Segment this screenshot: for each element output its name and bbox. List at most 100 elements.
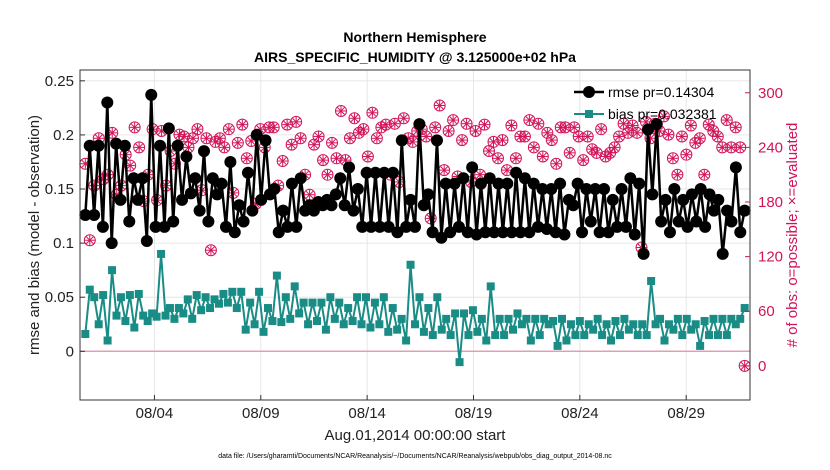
- bias-point: [161, 311, 170, 320]
- rmse-point: [400, 220, 413, 233]
- bias-point: [183, 295, 192, 304]
- rmse-point: [554, 177, 567, 190]
- bias-point: [718, 314, 727, 323]
- obs-evaluated-point: [219, 142, 230, 153]
- obs-possible-point: [240, 152, 253, 165]
- obs-evaluated-point: [84, 235, 95, 246]
- asterisk-stroke: [224, 125, 233, 134]
- rmse-point: [492, 177, 505, 190]
- bias-point: [647, 276, 656, 285]
- obs-evaluated-point: [488, 136, 499, 147]
- bias-point: [406, 260, 415, 269]
- asterisk-stroke: [180, 132, 188, 141]
- asterisk-stroke: [552, 159, 561, 168]
- obs-possible-point: [680, 148, 693, 161]
- bias-point: [709, 314, 718, 323]
- rmse-point: [650, 118, 663, 131]
- rmse-point: [580, 183, 593, 196]
- obs-evaluated-point: [201, 133, 212, 144]
- obs-evaluated-point: [443, 125, 454, 136]
- bias-point: [201, 293, 210, 302]
- obs-evaluated-point: [362, 151, 373, 162]
- rmse-point: [457, 172, 470, 185]
- bias-point: [660, 336, 669, 345]
- bias-point: [678, 331, 687, 340]
- rmse-point: [162, 122, 175, 135]
- rmse-point: [439, 177, 452, 190]
- obs-possible-point: [281, 118, 294, 131]
- rmse-point: [707, 204, 720, 217]
- rmse-point: [545, 183, 558, 196]
- asterisk-stroke: [233, 138, 242, 147]
- bias-point: [384, 327, 393, 336]
- asterisk-stroke: [512, 154, 520, 163]
- asterisk-stroke: [538, 152, 547, 161]
- bias-point: [611, 317, 620, 326]
- rmse-point: [233, 199, 246, 212]
- asterisk-stroke: [462, 119, 471, 128]
- obs-possible-point: [209, 135, 222, 148]
- obs-possible-point: [101, 168, 114, 181]
- rmse-point: [474, 177, 487, 190]
- rmse-point: [171, 139, 184, 152]
- rmse-point: [690, 215, 703, 228]
- legend-rmse-marker: [583, 86, 595, 98]
- rmse-point: [338, 199, 351, 212]
- rmse-point: [154, 139, 167, 152]
- asterisk-stroke: [740, 361, 749, 370]
- bias-point: [526, 336, 535, 345]
- asterisk-stroke: [126, 161, 135, 170]
- rmse-point: [285, 177, 298, 190]
- obs-evaluated-point: [591, 147, 602, 158]
- rmse-point: [369, 166, 382, 179]
- asterisk-stroke: [731, 123, 740, 132]
- rmse-point: [430, 134, 443, 147]
- obs-possible-point: [491, 152, 504, 165]
- bias-point: [139, 311, 148, 320]
- obs-evaluated-point: [479, 119, 490, 130]
- obs-evaluated-point: [237, 119, 248, 130]
- asterisk-stroke: [695, 134, 704, 143]
- asterisk-stroke: [292, 118, 301, 126]
- asterisk-stroke: [364, 152, 372, 161]
- obs-possible-point: [545, 134, 558, 147]
- obs-evaluated-point: [134, 142, 145, 153]
- obs-possible-point: [429, 121, 442, 134]
- bias-point: [451, 309, 460, 318]
- bias-line: [84, 253, 746, 363]
- asterisk-stroke: [207, 246, 215, 255]
- asterisk-stroke: [494, 154, 502, 163]
- bias-point: [428, 331, 437, 340]
- data-file-footnote: data file: /Users/gharamti/Documents/NCA…: [218, 453, 612, 460]
- asterisk-stroke: [193, 125, 202, 134]
- rmse-point: [360, 166, 373, 179]
- rmse-point: [413, 118, 426, 131]
- obs-possible-point: [684, 119, 697, 132]
- rmse-point: [409, 220, 421, 233]
- obs-evaluated-point: [335, 105, 346, 116]
- obs-evaluated-point: [380, 119, 391, 130]
- rmse-point: [637, 247, 650, 260]
- rmse-point: [466, 161, 479, 174]
- bias-point: [500, 331, 509, 340]
- bias-point: [116, 293, 125, 302]
- asterisk-stroke: [601, 152, 610, 161]
- bias-point: [473, 327, 482, 336]
- rmse-point: [488, 226, 501, 239]
- obs-possible-point: [536, 150, 549, 163]
- rmse-point: [219, 220, 232, 233]
- obs-evaluated-point: [721, 115, 732, 126]
- rmse-point: [250, 128, 263, 141]
- bias-point: [544, 320, 553, 329]
- obs-evaluated-point: [605, 147, 616, 158]
- asterisk-stroke: [525, 116, 534, 124]
- rmse-point: [294, 172, 307, 185]
- asterisk-stroke: [624, 128, 632, 137]
- legend-bias-marker: [585, 110, 593, 118]
- legend: rmse pr=0.14304 bias pr=0.032381: [574, 84, 717, 122]
- asterisk-stroke: [202, 134, 211, 143]
- bias-point: [223, 298, 232, 307]
- obs-possible-point: [586, 143, 599, 156]
- asterisk-stroke: [615, 132, 623, 141]
- bias-point: [192, 291, 201, 300]
